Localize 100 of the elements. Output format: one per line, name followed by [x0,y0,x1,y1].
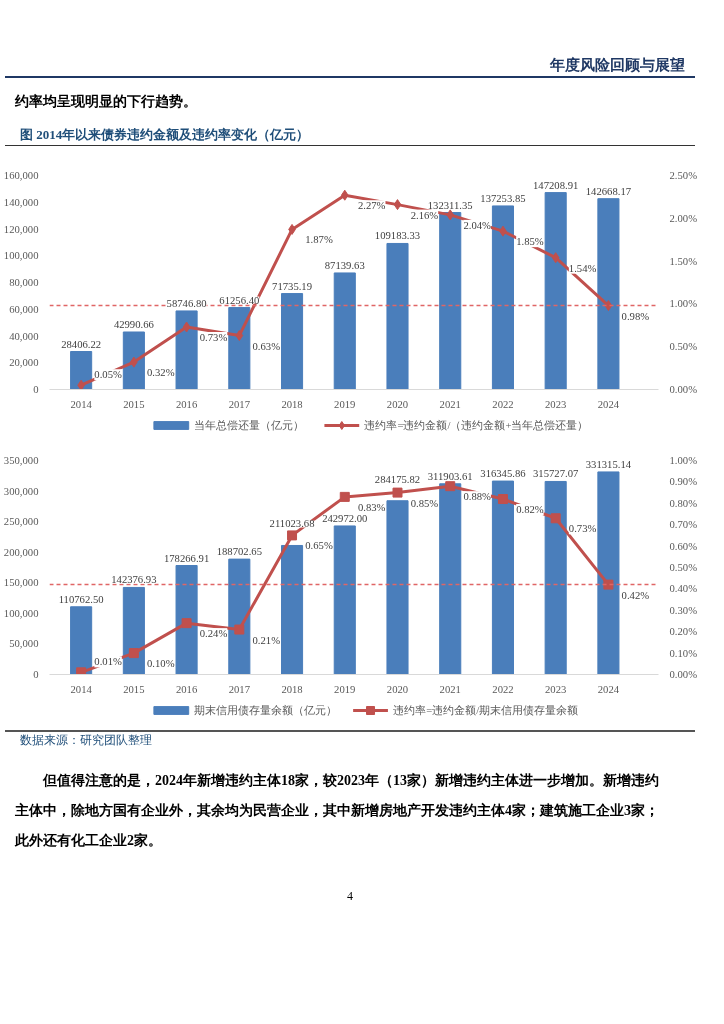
y2-tick-label: 0.80% [669,497,698,509]
y2-tick-label: 0.90% [669,476,698,488]
point [551,252,560,264]
bar [439,212,462,390]
data-label: 0.73% [199,332,228,344]
x-tick-label: 2018 [281,398,303,410]
point [497,494,508,505]
data-label: 142668.17 [585,185,632,197]
bar [122,331,145,390]
text: 约率均呈现明显的下行趋势。 [14,93,197,111]
legend-label: 当年总偿还量（亿元） [193,419,304,431]
y-tick-label: 300,000 [3,485,39,497]
y-tick-label: 40,000 [9,330,39,342]
point [77,379,85,390]
x-tick-label: 2018 [281,683,303,695]
point [445,481,456,492]
data-label: 0.42% [621,589,650,601]
text: 但值得注意的是，2024年新增违约主体18家，较2023年（13家）新增违约主体进一步增加。新增违约主体中，除地方国有企业外，其余均为民营企业，其中新增房地产开发违约主体4家；建筑施工企业3家；此外还有化工企业2家。 [13,772,660,850]
point [181,618,192,629]
bar [386,500,409,675]
point [446,209,455,221]
data-label: 0.63% [252,340,281,352]
data-label: 188702.65 [216,546,262,558]
y2-tick-label: 1.50% [669,255,698,267]
bar [70,606,93,675]
y2-tick-label: 0.50% [669,562,698,573]
data-label: 0.83% [357,501,386,513]
x-tick-label: 2017 [228,683,251,695]
point [182,321,191,333]
data-label: 0.73% [568,523,597,535]
y2-tick-label: 1.00% [669,298,698,310]
y-tick-label: 20,000 [9,357,39,369]
x-tick-label: 2019 [334,683,356,695]
y-tick-label: 60,000 [9,303,39,315]
y-tick-label: 150,000 [3,577,39,589]
y-tick-label: 100,000 [3,607,39,619]
point [603,579,614,590]
y2-tick-label: 2.00% [669,212,698,224]
data-label: 132311.35 [427,199,473,211]
bar [544,480,567,675]
data-label: 58746.80 [166,297,207,309]
data-label: 2.04% [463,219,492,231]
y2-tick-label: 1.00% [669,455,698,466]
y-tick-label: 0 [33,669,39,680]
data-label: 316345.86 [480,468,527,480]
y2-tick-label: 0.30% [669,604,698,616]
point [287,530,298,541]
bar [175,565,198,675]
point [393,199,402,211]
x-tick-label: 2020 [386,683,409,695]
x-tick-label: 2023 [545,683,567,695]
y2-tick-label: 0.70% [669,519,698,531]
data-label: 0.32% [147,367,175,379]
data-label: 0.10% [147,658,175,670]
bar [491,480,514,675]
data-label: 142376.93 [111,574,157,586]
y-tick-label: 0 [33,384,39,395]
data-label: 2.27% [357,200,386,212]
legend-label: 违约率=违约金额/（违约金额+当年总偿还量） [364,419,589,431]
y-tick-label: 140,000 [3,196,39,208]
bar [386,242,409,390]
data-label: 284175.82 [374,473,421,485]
y-tick-label: 350,000 [3,455,39,466]
data-label: 0.85% [410,497,439,509]
data-label: 0.01% [94,656,122,668]
bar [228,558,251,675]
x-tick-label: 2020 [386,398,409,410]
y-tick-label: 120,000 [3,223,39,235]
y2-tick-label: 0.00% [669,384,698,395]
y2-tick-label: 2.50% [669,170,698,181]
y-tick-label: 250,000 [3,516,39,528]
x-tick-label: 2022 [492,683,514,695]
data-label: 0.21% [252,634,281,646]
y2-tick-label: 0.00% [669,669,698,680]
y2-tick-label: 0.50% [669,341,698,353]
legend-label: 期末信用债存量余额（亿元） [193,704,337,716]
data-label: 0.05% [94,369,122,381]
y-tick-label: 50,000 [9,638,39,650]
data-label: 0.82% [516,504,544,516]
point [76,667,87,675]
data-label: 315727.07 [533,468,579,480]
x-tick-label: 2014 [70,683,93,695]
data-label: 42990.66 [113,319,155,330]
y2-tick-label: 0.40% [669,583,698,595]
data-label: 110762.50 [58,593,104,605]
data-label: 331315.14 [585,458,632,470]
point [392,487,403,498]
data-label: 178266.91 [163,552,210,564]
bar [597,198,620,390]
x-tick-label: 2021 [439,683,461,695]
data-label: 147208.91 [533,179,579,191]
data-label: 1.87% [305,234,333,246]
data-label: 28406.22 [61,338,102,350]
data-label: 87139.63 [324,259,365,271]
point [340,189,349,201]
data-label: 61256.40 [219,294,260,306]
data-label: 242972.00 [322,512,368,524]
y2-tick-label: 0.20% [669,626,698,638]
point [339,491,350,502]
data-label: 109183.33 [374,230,421,242]
